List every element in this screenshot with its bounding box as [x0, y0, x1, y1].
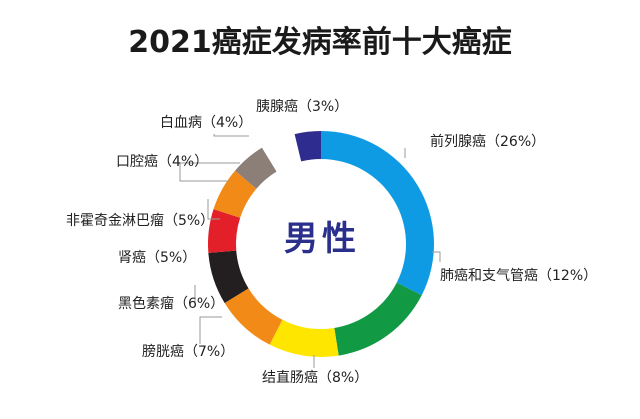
slice-label-8: 白血病（4%） [160, 115, 252, 131]
slice-4 [208, 250, 249, 304]
slice-label-0: 前列腺癌（26%） [430, 133, 545, 150]
leader-lines [179, 134, 441, 368]
slice-8 [261, 134, 302, 172]
slice-label-1: 肺癌和支气管癌（12%） [440, 268, 597, 284]
slice-0 [321, 131, 434, 296]
slice-label-4: 黑色素瘤（6%） [118, 295, 224, 312]
slice-5 [208, 209, 241, 253]
chart-title: 2021癌症发病率前十大癌症 [128, 25, 512, 60]
slice-6 [213, 170, 257, 218]
slice-1 [334, 282, 422, 356]
slice-9 [294, 131, 321, 162]
slice-2 [269, 319, 339, 357]
slice-label-7: 口腔癌（4%） [116, 154, 208, 170]
slice-label-6: 非霍奇金淋巴瘤（5%） [66, 212, 214, 229]
donut-ring [208, 131, 434, 357]
slice-labels: 前列腺癌（26%） 肺癌和支气管癌（12%） 结直肠癌（8%） 膀胱癌（7%） 黑色素瘤… [66, 99, 597, 386]
slice-label-3: 膀胱癌（7%） [142, 343, 234, 360]
slice-3 [224, 288, 283, 345]
slice-7 [235, 147, 277, 189]
center-label: 男性 [284, 219, 360, 259]
slice-label-5: 肾癌（5%） [118, 250, 196, 266]
slice-label-9: 胰腺癌（3%） [256, 99, 348, 115]
slice-label-2: 结直肠癌（8%） [262, 369, 368, 386]
